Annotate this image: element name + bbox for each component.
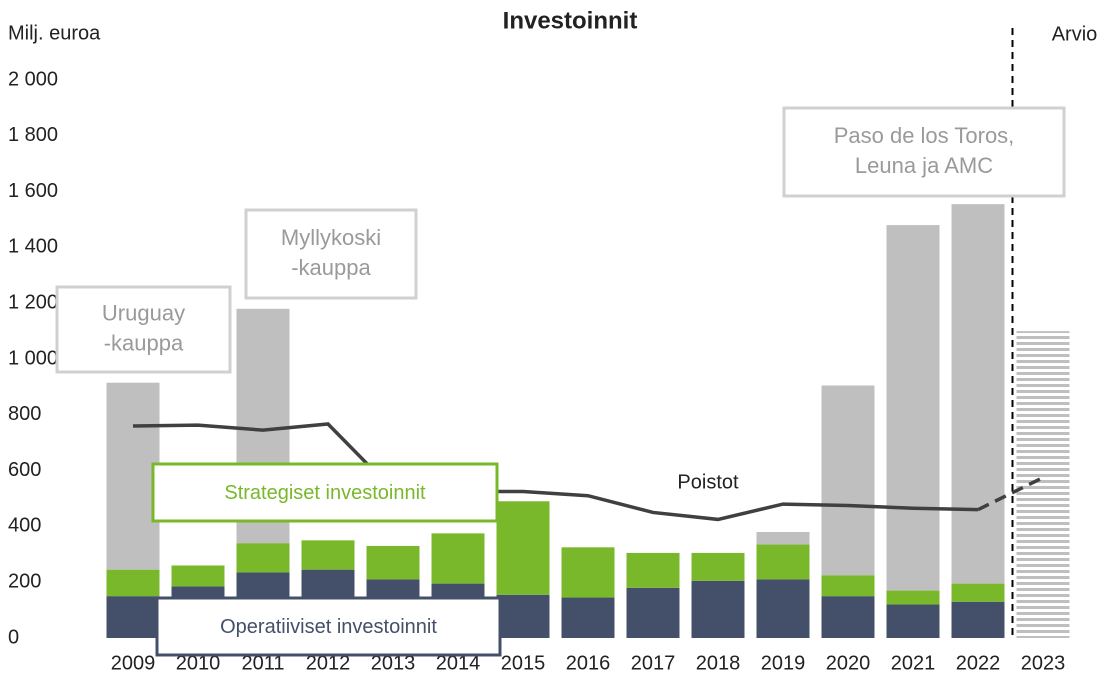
bar xyxy=(626,587,680,638)
bar xyxy=(691,552,745,581)
y-tick-label: 2 000 xyxy=(8,68,58,90)
bar xyxy=(366,545,420,580)
bar xyxy=(886,590,940,605)
line xyxy=(977,476,1044,512)
bar xyxy=(756,579,810,638)
bar xyxy=(1016,331,1070,638)
x-tick-label: 2022 xyxy=(956,652,1001,674)
x-tick-label: 2015 xyxy=(501,652,546,674)
bar xyxy=(496,501,550,595)
legend-label: Strategiset investoinnit xyxy=(224,482,426,504)
x-tick-label: 2013 xyxy=(371,652,416,674)
bar xyxy=(106,569,160,597)
bar xyxy=(756,544,810,580)
bar xyxy=(431,533,485,584)
x-tick-label: 2021 xyxy=(891,652,936,674)
bar xyxy=(951,601,1005,638)
bar xyxy=(561,597,615,638)
y-tick-label: 1 800 xyxy=(8,124,58,146)
bar xyxy=(106,382,160,570)
x-tick-label: 2014 xyxy=(436,652,481,674)
bar xyxy=(821,575,875,597)
line-label: Poistot xyxy=(677,471,739,493)
annotation-text: Myllykoski xyxy=(281,225,381,250)
bar xyxy=(561,547,615,598)
x-tick-label: 2017 xyxy=(631,652,676,674)
legend-box xyxy=(151,462,499,523)
x-tick-label: 2019 xyxy=(761,652,806,674)
legend-label: Operatiiviset investoinnit xyxy=(220,616,437,638)
annotation-text: -kauppa xyxy=(291,255,371,280)
x-tick-label: 2023 xyxy=(1021,652,1066,674)
y-tick-label: 1 000 xyxy=(8,347,58,369)
bar xyxy=(951,583,1005,602)
annotation-box xyxy=(55,285,232,374)
x-tick-label: 2010 xyxy=(176,652,221,674)
bar xyxy=(886,225,940,591)
bar xyxy=(951,204,1005,584)
x-tick-label: 2018 xyxy=(696,652,741,674)
bar xyxy=(626,552,680,588)
y-tick-label: 0 xyxy=(8,626,19,648)
y-tick-label: 1 200 xyxy=(8,291,58,313)
y-tick-label: 1 400 xyxy=(8,236,58,258)
bar xyxy=(691,580,745,638)
bar xyxy=(301,540,355,570)
y-tick-label: 200 xyxy=(8,570,41,592)
bar xyxy=(106,596,160,638)
bar xyxy=(171,565,225,587)
annotation-box xyxy=(244,208,418,300)
bar xyxy=(821,385,875,576)
bar xyxy=(886,604,940,638)
x-tick-label: 2012 xyxy=(306,652,351,674)
bar xyxy=(756,531,810,545)
x-tick-label: 2020 xyxy=(826,652,871,674)
legend-box xyxy=(155,596,502,657)
y-axis-label: Milj. euroa xyxy=(8,22,101,44)
y-tick-label: 400 xyxy=(8,515,41,537)
forecast-label: Arvio xyxy=(1052,23,1098,45)
line xyxy=(132,422,979,522)
annotation-text: Uruguay xyxy=(102,300,185,325)
chart-title: Investoinnit xyxy=(503,7,638,34)
annotation-text: Leuna ja AMC xyxy=(855,153,993,178)
y-tick-label: 1 600 xyxy=(8,180,58,202)
x-tick-label: 2009 xyxy=(111,652,156,674)
bar xyxy=(821,596,875,638)
x-tick-label: 2016 xyxy=(566,652,611,674)
annotation-text: Paso de los Toros, xyxy=(834,123,1015,148)
y-tick-label: 800 xyxy=(8,403,41,425)
bar xyxy=(496,594,550,638)
bar xyxy=(236,543,290,573)
x-tick-label: 2011 xyxy=(241,652,284,674)
annotation-text: -kauppa xyxy=(104,330,184,355)
y-tick-label: 600 xyxy=(8,459,41,481)
annotation-box xyxy=(782,106,1066,198)
